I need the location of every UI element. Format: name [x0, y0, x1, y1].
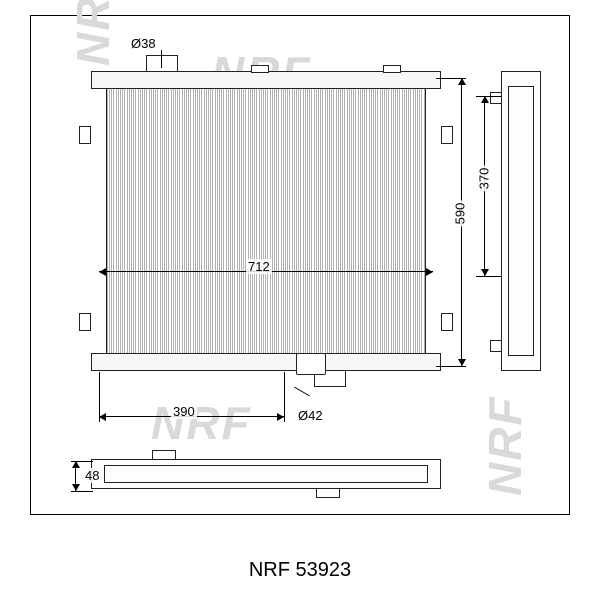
radiator-bottom-view	[91, 459, 441, 489]
dim-core-height: 590	[452, 201, 467, 227]
brand-watermark: NRF	[478, 395, 532, 496]
mount-tab	[251, 65, 269, 73]
radiator-top-tank	[91, 71, 441, 89]
ext-line	[284, 372, 285, 422]
radiator-bottom-tank	[91, 353, 441, 371]
dim-side-spacing: 370	[476, 166, 491, 192]
radiator-side-view	[501, 71, 541, 371]
ext-line	[99, 372, 100, 422]
ext-line	[71, 461, 93, 462]
dim-outlet-offset: 390	[171, 404, 197, 419]
dim-line-thickness	[75, 461, 76, 491]
filler-neck	[296, 353, 326, 375]
bottom-port	[152, 450, 176, 460]
ext-line	[476, 276, 501, 277]
mount-tab	[441, 126, 453, 144]
mount-tab	[441, 313, 453, 331]
radiator-core-fins	[106, 86, 426, 356]
side-inlet	[490, 92, 502, 104]
ext-line	[71, 491, 93, 492]
ext-line	[436, 78, 466, 79]
inlet-port	[146, 55, 178, 71]
brand-watermark: NRF	[66, 0, 120, 66]
mount-tab	[79, 313, 91, 331]
leader-line	[161, 50, 162, 68]
ext-line	[476, 96, 501, 97]
technical-drawing-frame: NRF NRF NRF NRF Ø38 712 390 Ø42	[30, 15, 570, 515]
leader-line	[294, 387, 310, 397]
radiator-front-view	[91, 71, 441, 371]
dim-thickness: 48	[83, 468, 101, 483]
side-outlet	[490, 340, 502, 352]
ext-line	[436, 366, 466, 367]
mount-tab	[79, 126, 91, 144]
bottom-port	[316, 488, 340, 498]
dim-inlet-diameter: Ø38	[129, 36, 158, 51]
part-caption: NRF 53923	[0, 559, 600, 582]
side-core	[508, 86, 534, 356]
dim-outlet-diameter: Ø42	[296, 408, 325, 423]
dim-core-width: 712	[246, 259, 272, 274]
brand-watermark: NRF	[151, 396, 252, 450]
bottom-core	[104, 465, 428, 483]
mount-tab	[383, 65, 401, 73]
